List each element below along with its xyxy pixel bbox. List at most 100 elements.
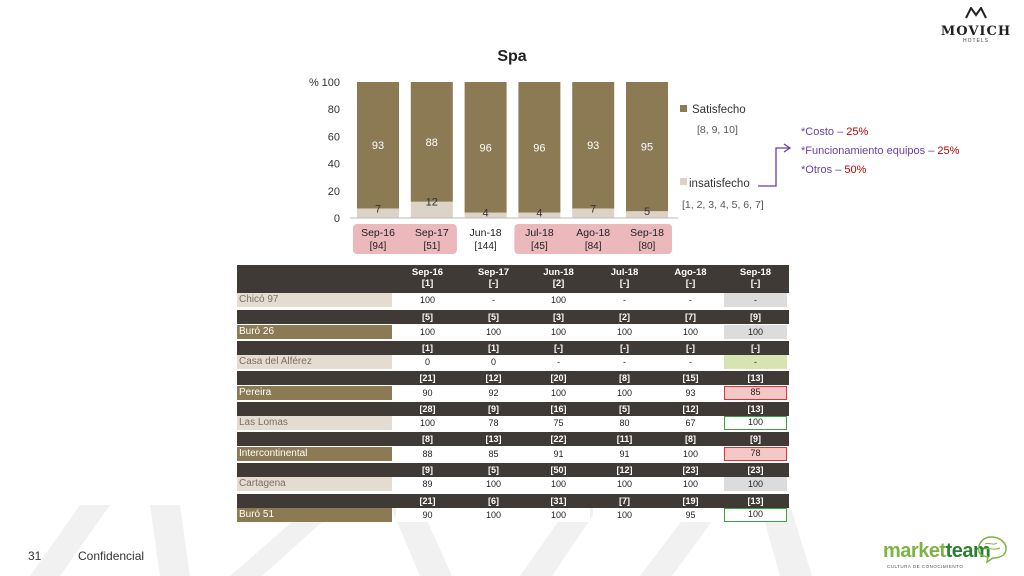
value-cell: 0 [462,355,525,370]
value-cell: 78 [462,416,525,431]
count-cell: [1] [421,278,434,289]
spa-chart: Spa 0 20 40 60 80 100% 93 7 Sep-16 [94] 88 12 Sep-17 [… [309,48,792,254]
count-cell: [-] [488,278,499,289]
count-cell: [11] [616,434,633,445]
table-row: [1] [1] [-] [-] [-] [-] Casa del Alférez 0 0- - - - [237,340,789,372]
bar-satisfecho [357,82,399,209]
table-row: [9] [5] [50] [12] [23] [23] Cartagena 89 100 100 1… [237,462,789,494]
count-cell: [21] [419,495,436,506]
count-cell: [7] [685,312,696,322]
legend-label-insatisfecho: insatisfecho [689,178,750,190]
legend-note-insatisfecho: [1, 2, 3, 4, 5, 6, 7] [682,199,764,211]
count-cell: [-] [619,278,630,289]
page-number: 31 [28,549,42,563]
row-header-bar: [1] [1] [-] [-] [-] [-] [237,340,789,355]
count-cell: [50] [550,464,567,475]
y-tick-label: 60 [328,131,340,143]
table-row: [21] [6] [31] [7] [19] [13] Buró 51 90 100 100 100… [237,493,789,525]
reasons-connector [758,147,790,187]
row-header-bar: [9] [5] [50] [12] [23] [23] [237,462,789,477]
value-cell: 100 [396,416,459,431]
value-cell: 100 [462,477,525,492]
count-cell: [28] [419,403,436,414]
value-cell: 78 [724,446,787,461]
value-cell: 100 [396,293,459,307]
reason-percentage: 25% [846,126,869,138]
data-label-insatisfecho: 7 [590,203,596,215]
count-cell: [8] [685,434,696,445]
value-cell: 100 [724,324,787,339]
bar-insatisfecho [410,201,453,218]
chart-title: Spa [497,48,526,65]
row-values: 100-100- - - [396,293,789,307]
bar-insatisfecho [518,212,561,218]
data-label-satisfecho: 88 [426,137,438,149]
count-cell: Sep-16 [1] [396,265,459,293]
count-cell: [19] [682,495,699,506]
value-cell: 100 [724,477,787,492]
count-cell: [2] [552,278,565,289]
data-label-satisfecho: 93 [587,140,599,152]
count-cell: Jul-18 [-] [593,265,656,293]
data-label-satisfecho: 95 [641,142,653,154]
reason-text: *Funcionamiento equipos – [801,145,938,157]
value-cell: 100 [724,416,787,431]
bar-insatisfecho [357,208,399,218]
count-cell: [9] [422,464,433,475]
period-header: Sep-18 [739,267,772,278]
count-cell: [13] [485,434,502,445]
row-header-bar: Sep-16 [1] Sep-17 [-] Jun-18 [2] Jul-18 [-] Ago-… [237,265,789,293]
count-cell: [31] [550,495,567,506]
count-cell: [5] [488,312,499,322]
data-label-insatisfecho: 12 [426,197,438,209]
row-values: 88 85 91 91 100 78 [396,446,789,461]
hotel-name: Intercontinental [237,446,392,461]
value-cell: - [527,355,590,370]
brand-subtitle: HOTELS [962,38,989,44]
hotel-name: Casa del Alférez [237,355,392,370]
count-cell: [7] [619,495,630,506]
sample-size-label: [45] [531,241,548,252]
dissatisfaction-reasons: *Costo – 25% *Funcionamiento equipos – 25… [801,123,959,180]
count-cell: [5] [488,464,499,475]
count-cell: [1] [488,342,499,353]
bar-satisfecho [626,82,668,212]
count-cell: [-] [686,342,695,353]
bar-satisfecho [518,82,561,213]
reason-percentage: 50% [844,164,867,176]
bar-satisfecho [572,82,615,209]
value-cell: 67 [659,416,722,431]
x-tick-label: Ago-18 [576,227,610,239]
value-cell: - [659,355,722,370]
value-cell: 100 [527,293,590,307]
count-cell: [13] [747,373,764,384]
value-cell: 80 [593,416,656,431]
marketteam-logo: marketteam CULTURA DE CONOCIMIENTO [883,534,1011,574]
count-cell: [13] [747,403,764,414]
reason-text: *Otros – [801,164,845,176]
table-row: [8] [13] [22] [11] [8] [9] Intercontinental 88 8… [237,432,789,463]
count-cell: [20] [550,373,567,384]
bar-insatisfecho [572,208,615,218]
category-highlight-band [514,224,672,254]
y-tick-label: 40 [328,159,340,171]
value-cell: 91 [527,446,590,461]
row-values: 90 100 100 100 95 100 [396,508,789,523]
value-cell: 0 [396,355,459,370]
movich-logo: MOVICH HOTELS [936,6,1016,44]
count-cell: [-] [685,278,696,289]
count-cell: [-] [620,342,629,353]
value-cell: 100 [659,324,722,339]
table-row: Sep-16 [1] Sep-17 [-] Jun-18 [2] Jul-18 [-] Ago-… [237,265,789,310]
value-cell: 95 [659,508,722,523]
row-values: 89 100 100 100 100 100 [396,477,789,492]
count-cell: [23] [747,464,764,475]
confidential-label: Confidencial [78,549,145,563]
y-tick-label: 100 [322,77,340,89]
row-values: 100 78 75 80 67 100 [396,416,789,431]
hotel-name: Cartagena [237,477,392,492]
value-cell: 85 [462,446,525,461]
sample-size-label: [94] [370,241,387,252]
hotel-name: Pereira [237,385,392,400]
